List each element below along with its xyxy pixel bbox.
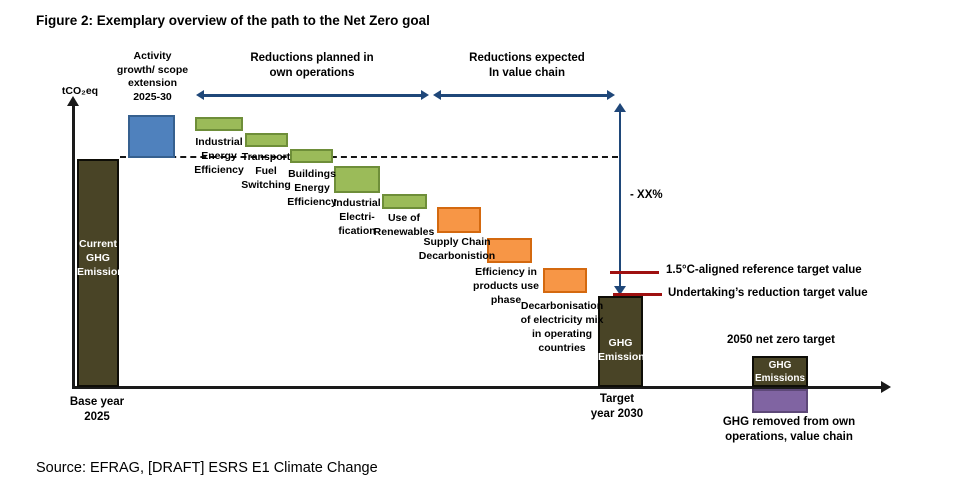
activity-growth-bar	[128, 115, 175, 158]
own-operations-arrow-left-icon	[196, 90, 204, 100]
x-axis	[72, 386, 884, 389]
bar-efficiency-in-products-use	[487, 238, 532, 263]
label-industrial-electrification: Industrial Electri- fication	[333, 197, 381, 237]
value-chain-arrow-left-icon	[433, 90, 441, 100]
own-operations-label: Reductions planned in own operations	[250, 52, 374, 79]
bar-transport-fuel-switching	[245, 133, 288, 147]
bar-electricity-mix-decarbonisation	[543, 268, 587, 293]
own-operations-bracket-arrow	[202, 94, 424, 97]
target-emissions-bar: GHG Emissions	[598, 296, 651, 387]
label-electricity-mix-decarbonisation: Decarbonisation of electricity mix in op…	[520, 300, 604, 354]
reduction-range-arrow-down-icon	[614, 286, 626, 295]
bar-use-of-renewables	[382, 194, 427, 209]
activity-growth-label: Activity growth/ scope extension 2025-30	[116, 50, 189, 103]
y-axis-arrow-icon	[67, 96, 79, 106]
netzero-title: 2050 net zero target	[726, 334, 835, 346]
y-axis-label: tCO₂eq	[61, 85, 99, 97]
base-year-label: Base year 2025	[69, 396, 125, 423]
label-efficiency-in-products-use: Efficiency in products use phase	[473, 266, 539, 306]
undertaking-target-line	[613, 293, 662, 296]
target-year-label: Target year 2030	[590, 393, 644, 420]
value-chain-bracket-arrow	[440, 94, 610, 97]
label-transport-fuel-switching: Transport Fuel Switching	[241, 151, 291, 191]
x-axis-arrow-icon	[881, 381, 891, 393]
own-operations-arrow-right-icon	[421, 90, 429, 100]
current-emissions-bar: Current GHG Emissions	[77, 159, 130, 387]
reference-target-line	[610, 271, 659, 274]
bar-industrial-electrification	[334, 166, 380, 193]
reduction-range-arrow	[618, 110, 621, 288]
label-use-of-renewables: Use of Renewables	[373, 212, 435, 238]
label-industrial-energy-efficiency: Industrial Energy Efficiency	[194, 136, 244, 176]
reference-target-label: 1.5°C-aligned reference target value	[666, 264, 862, 276]
figure-title: Figure 2: Exemplary overview of the path…	[36, 13, 430, 28]
label-supply-chain-decarbonisation: Supply Chain Decarbonistion	[418, 236, 496, 262]
target-emissions-bar-label: GHG Emissions	[598, 337, 651, 363]
current-emissions-bar-label: Current GHG Emissions	[77, 238, 130, 278]
label-buildings-energy-efficiency: Buildings Energy Efficiency	[287, 168, 337, 208]
baseline-dotted-line	[120, 156, 618, 158]
bar-buildings-energy-efficiency	[290, 149, 333, 163]
netzero-emissions-bar: GHG Emissions	[752, 356, 808, 387]
reduction-percent-label: - XX%	[630, 189, 663, 201]
netzero-emissions-bar-label: GHG Emissions	[754, 360, 806, 384]
ghg-removed-bar	[752, 389, 808, 413]
value-chain-label: Reductions expected In value chain	[469, 52, 585, 79]
bar-industrial-energy-efficiency	[195, 117, 243, 131]
y-axis	[72, 103, 75, 388]
undertaking-target-label: Undertaking’s reduction target value	[668, 287, 868, 299]
value-chain-arrow-right-icon	[607, 90, 615, 100]
source-caption: Source: EFRAG, [DRAFT] ESRS E1 Climate C…	[36, 460, 378, 476]
bar-supply-chain-decarbonisation	[437, 207, 481, 233]
reduction-range-arrow-up-icon	[614, 103, 626, 112]
ghg-removed-label: GHG removed from own operations, value c…	[722, 416, 856, 443]
